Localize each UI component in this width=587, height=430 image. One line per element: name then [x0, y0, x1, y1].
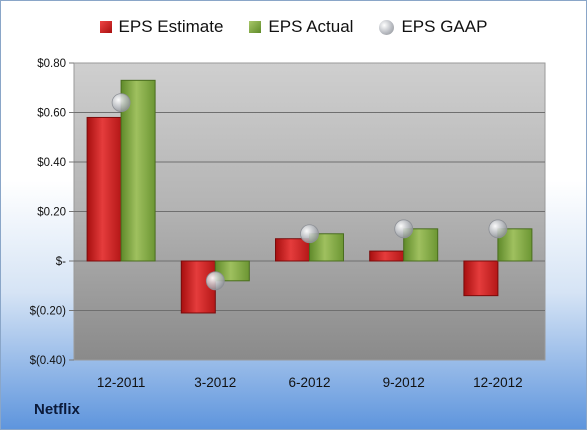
x-tick-label: 12-2012 — [473, 375, 523, 390]
bar-eps-estimate — [369, 250, 405, 262]
bar-eps-estimate — [86, 116, 122, 262]
y-tick-label: $0.60 — [37, 108, 66, 120]
company-label: Netflix — [34, 401, 80, 418]
point-eps-gaap — [394, 219, 414, 239]
x-tick-label: 6-2012 — [288, 375, 330, 390]
bar-eps-actual — [120, 79, 156, 262]
point-eps-gaap — [205, 271, 225, 291]
legend-item-actual: EPS Actual — [249, 17, 353, 37]
legend-swatch-actual — [249, 21, 262, 33]
legend-swatch-estimate — [99, 21, 112, 33]
point-eps-gaap — [111, 93, 131, 112]
y-tick-label: $0.40 — [37, 157, 66, 169]
y-tick-label: $0.20 — [37, 207, 66, 219]
legend: EPS Estimate EPS Actual EPS GAAP — [1, 17, 586, 37]
legend-label-actual: EPS Actual — [268, 17, 354, 36]
x-tick-label: 3-2012 — [194, 375, 236, 390]
legend-item-gaap: EPS GAAP — [379, 17, 487, 37]
point-eps-gaap — [488, 219, 508, 239]
y-tick-label: $(0.40) — [30, 355, 67, 367]
bar-eps-estimate — [275, 238, 310, 262]
point-eps-gaap — [300, 224, 319, 244]
legend-item-estimate: EPS Estimate — [99, 17, 224, 37]
x-tick-label: 9-2012 — [383, 375, 425, 390]
bar-eps-actual — [214, 260, 250, 282]
x-tick-label: 12-2011 — [97, 375, 146, 390]
legend-label-gaap: EPS GAAP — [401, 17, 488, 36]
bar-eps-estimate — [463, 260, 499, 297]
legend-label-estimate: EPS Estimate — [118, 17, 224, 36]
y-tick-label: $0.80 — [37, 58, 66, 70]
legend-swatch-gaap — [379, 19, 395, 35]
y-tick-label: $- — [56, 256, 66, 268]
y-tick-label: $(0.20) — [30, 306, 67, 318]
